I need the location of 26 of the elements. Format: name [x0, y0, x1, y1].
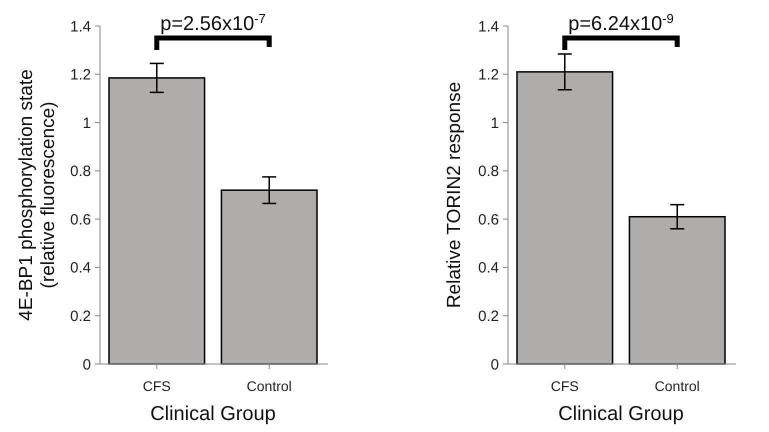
y-tick-label: 0.8	[478, 163, 499, 180]
y-tick-label: 0.4	[70, 260, 91, 277]
y-tick-label: 1.4	[70, 18, 91, 36]
x-tick-label: Control	[654, 378, 700, 394]
y-tick-label: 0.6	[70, 211, 91, 228]
annotation: p=2.56x10$^{-7}$	[160, 10, 266, 35]
y-tick-label: 0.2	[478, 308, 499, 325]
x-axis-title: Clinical Group	[150, 403, 276, 425]
y-tick-label: 1.4	[478, 18, 499, 36]
y-tick-label: 0.8	[70, 163, 91, 180]
x-tick-label: Control	[246, 378, 292, 394]
y-axis-title: Relative TORIN2 response	[444, 82, 465, 308]
y-tick-label: 1.2	[70, 66, 91, 84]
y-axis-title: 4E-BP1 phosphorylation state (relative fluorescence)	[16, 69, 59, 321]
y-tick-label: 0	[82, 356, 91, 374]
y-tick-label: 0.2	[70, 308, 91, 325]
x-axis-title: Clinical Group	[558, 403, 684, 425]
y-tick-label: 1.2	[478, 66, 499, 84]
y-tick-label: 0.4	[478, 260, 499, 277]
x-tick-label: CFS	[142, 378, 171, 394]
y-tick-label: 0	[490, 356, 499, 374]
x-tick-label: CFS	[550, 378, 579, 394]
annotation: p=6.24x10$^{-9}$	[568, 10, 674, 35]
y-tick-label: 0.6	[478, 211, 499, 228]
y-tick-label: 1	[82, 114, 91, 132]
y-tick-label: 1	[490, 114, 499, 132]
